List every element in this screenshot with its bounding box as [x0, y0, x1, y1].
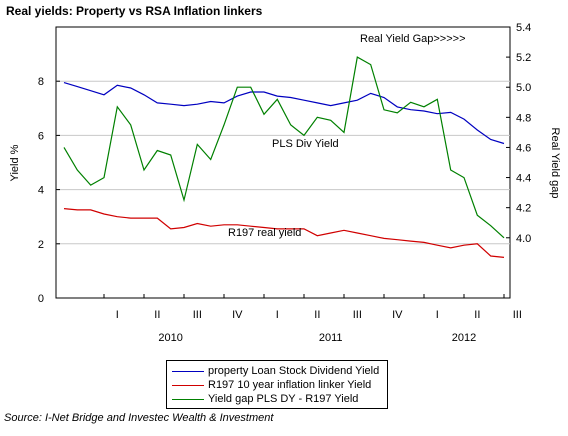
plot-area	[55, 26, 511, 299]
tick-label-y-right-5.2: 5.2	[516, 52, 531, 64]
source-note: Source: I-Net Bridge and Investec Wealth…	[4, 412, 274, 424]
series-line-r197	[63, 208, 505, 258]
chart-title: Real yields: Property vs RSA Inflation l…	[6, 4, 263, 18]
tick-label-x-quarter-0: I	[116, 309, 119, 321]
legend: property Loan Stock Dividend Yield R197 …	[166, 360, 388, 409]
y-right-axis-label: Real Yield gap	[549, 128, 561, 199]
gridlines	[56, 80, 510, 245]
tick-label-y-right-4: 4.0	[516, 233, 531, 245]
tick-label-x-quarter-6: III	[353, 309, 362, 321]
tick-label-y-right-4.6: 4.6	[516, 142, 531, 154]
legend-label-gap: Yield gap PLS DY - R197 Yield	[208, 393, 359, 405]
tick-label-y-right-5.4: 5.4	[516, 22, 531, 34]
tick-label-x-quarter-10: III	[513, 309, 522, 321]
tick-label-x-quarter-9: II	[474, 309, 480, 321]
legend-label-r197: R197 10 year inflation linker Yield	[208, 379, 372, 391]
tick-label-x-year-2012: 2012	[452, 332, 476, 344]
y-left-axis-label: Yield %	[9, 144, 21, 181]
tick-label-y-left-2: 2	[38, 239, 44, 251]
tick-label-y-right-4.2: 4.2	[516, 203, 531, 215]
series-line-gap	[63, 56, 505, 239]
tick-label-y-left-0: 0	[38, 293, 44, 305]
tick-label-x-year-2010: 2010	[158, 332, 182, 344]
series-lines	[63, 56, 505, 258]
legend-swatch-pls	[172, 371, 204, 372]
tick-label-y-left-6: 6	[38, 130, 44, 142]
annotation-pls-div-yield: PLS Div Yield	[272, 138, 339, 150]
legend-swatch-gap	[172, 399, 204, 400]
tick-label-x-quarter-4: I	[276, 309, 279, 321]
tick-label-x-quarter-8: I	[436, 309, 439, 321]
tick-label-y-right-5: 5.0	[516, 82, 531, 94]
tick-label-x-year-2011: 2011	[319, 332, 343, 344]
legend-label-pls: property Loan Stock Dividend Yield	[208, 365, 380, 377]
legend-swatch-r197	[172, 385, 204, 386]
tick-label-y-left-8: 8	[38, 76, 44, 88]
tick-label-y-left-4: 4	[38, 185, 44, 197]
tick-label-y-right-4.4: 4.4	[516, 173, 531, 185]
tick-label-x-quarter-7: IV	[392, 309, 403, 321]
tick-label-x-quarter-1: II	[154, 309, 160, 321]
annotations: Real Yield Gap>>>>> PLS Div Yield R197 r…	[228, 33, 466, 239]
tick-label-y-right-4.8: 4.8	[516, 112, 531, 124]
annotation-real-yield-gap: Real Yield Gap>>>>>	[360, 33, 466, 45]
tick-label-x-quarter-2: III	[193, 309, 202, 321]
series-line-pls	[63, 82, 505, 145]
tick-label-x-quarter-5: II	[314, 309, 320, 321]
annotation-r197-real-yield: R197 real yield	[228, 227, 301, 239]
tick-label-x-quarter-3: IV	[232, 309, 243, 321]
